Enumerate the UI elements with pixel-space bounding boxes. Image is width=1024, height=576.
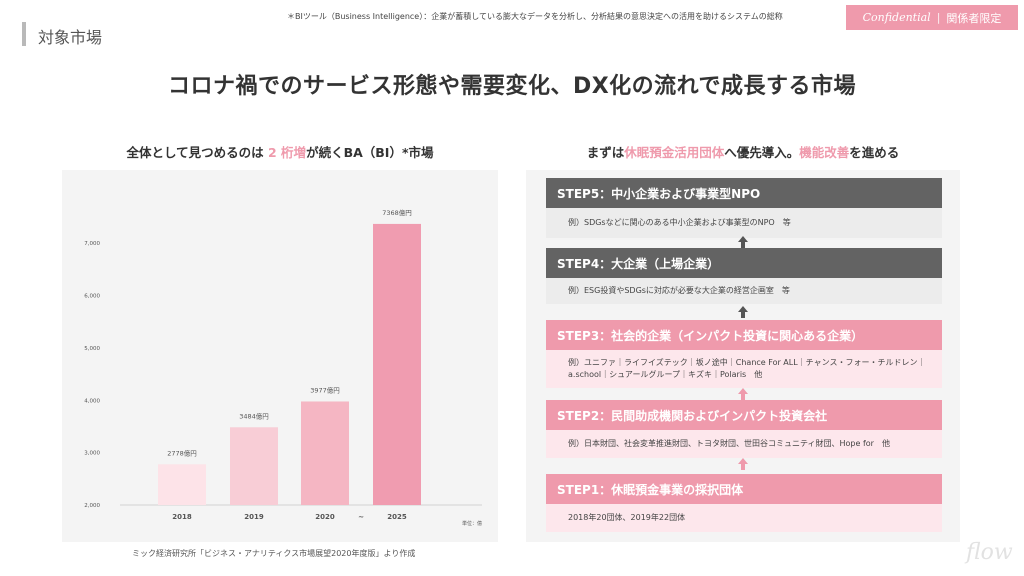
steps-subtitle-prefix: まずは — [586, 145, 625, 160]
bar-2018 — [158, 464, 206, 505]
step1-body: 2018年20団体、2019年22団体 — [546, 504, 942, 532]
step1-header: STEP1：休眠預金事業の採択団体 — [546, 474, 942, 504]
step4-body: 例）ESG投資やSDGsに対応が必要な大企業の経営企画室 等 — [546, 278, 942, 304]
y-tick-label: 5,000 — [84, 346, 100, 352]
badge-separator: | — [936, 11, 941, 24]
step5-body: 例）SDGsなどに関心のある中小企業および事業型のNPO 等 — [546, 208, 942, 238]
arrow-up-icon — [738, 458, 748, 470]
chart-subtitle-highlight: 2 桁増 — [268, 145, 307, 160]
step3-header: STEP3：社会的企業（インパクト投資に関心ある企業） — [546, 320, 942, 350]
step5-header: STEP5：中小企業および事業型NPO — [546, 178, 942, 208]
bar-2025 — [373, 223, 421, 506]
steps-subtitle-suffix: を進める — [849, 145, 900, 160]
y-tick-label: 4,000 — [84, 398, 100, 404]
confidential-text: Confidential — [862, 11, 931, 24]
chart-subtitle-suffix: が続くBA（BI）*市場 — [306, 145, 434, 160]
section-marker — [22, 22, 26, 46]
y-tick-label: 7,000 — [84, 241, 100, 247]
bar-value-label: 3977億円 — [310, 385, 340, 394]
arrow-up-icon — [738, 388, 748, 400]
page-title: コロナ禍でのサービス形態や需要変化、DX化の流れで成長する市場 — [167, 74, 857, 99]
rollout-steps-panel: STEP5：中小企業および事業型NPO 例）SDGsなどに関心のある中小企業およ… — [526, 170, 960, 542]
step2-body: 例）日本財団、社会変革推進財団、トヨタ財団、世田谷コミュニティ財団、Hope f… — [546, 430, 942, 458]
steps-subtitle-highlight-2: 機能改善 — [799, 145, 850, 160]
bar-value-label: 3484億円 — [239, 411, 269, 420]
chart-subtitle: 全体として見つめるのは 2 桁増が続くBA（BI）*市場 — [62, 142, 498, 161]
y-tick-label: 2,000 — [84, 503, 100, 509]
market-chart-panel: 2,000 3,000 4,000 5,000 6,000 7,000 2778億円 2018… — [62, 170, 498, 542]
chart-source: ミック経済研究所「ビジネス・アナリティクス市場展望2020年度版」より作成 — [132, 549, 416, 558]
arrow-up-icon — [738, 306, 748, 318]
step3-body: 例）ユニファ｜ライフイズテック｜坂ノ途中｜Chance For ALL｜チャンス… — [546, 350, 942, 388]
step4-header: STEP4：大企業（上場企業） — [546, 248, 942, 278]
market-bar-chart: 2,000 3,000 4,000 5,000 6,000 7,000 2778億円 2018… — [84, 208, 482, 527]
x-tick-label: 2018 — [172, 513, 192, 521]
chart-subtitle-prefix: 全体として見つめるのは — [126, 145, 268, 160]
unit-label: 単位：億 — [462, 520, 482, 527]
x-tick-label: 2019 — [244, 513, 264, 521]
restricted-text: 関係者限定 — [946, 11, 1002, 25]
bar-2019 — [230, 427, 278, 505]
steps-subtitle: まずは休眠預金活用団体へ優先導入。機能改善を進める — [526, 142, 960, 161]
axis-gap-marker: ~ — [358, 513, 364, 521]
bar-value-label: 7368億円 — [382, 208, 412, 217]
bar-2020 — [301, 401, 349, 505]
x-tick-label: 2020 — [315, 513, 335, 521]
steps-subtitle-highlight-1: 休眠預金活用団体 — [624, 145, 725, 160]
arrow-up-icon — [738, 236, 748, 248]
section-label: 対象市場 — [38, 28, 103, 47]
bi-footnote: ＊BIツール（Business Intelligence）：企業が蓄積している膨… — [287, 12, 783, 21]
bar-value-label: 2778億円 — [167, 448, 197, 457]
step2-header: STEP2：民間助成機関およびインパクト投資会社 — [546, 400, 942, 430]
flow-logo: flow — [966, 540, 1013, 565]
y-tick-label: 3,000 — [84, 451, 100, 457]
y-tick-label: 6,000 — [84, 294, 100, 300]
steps-subtitle-middle: へ優先導入。 — [724, 145, 800, 160]
confidential-badge: Confidential | 関係者限定 — [846, 5, 1018, 30]
x-tick-label: 2025 — [387, 513, 407, 521]
